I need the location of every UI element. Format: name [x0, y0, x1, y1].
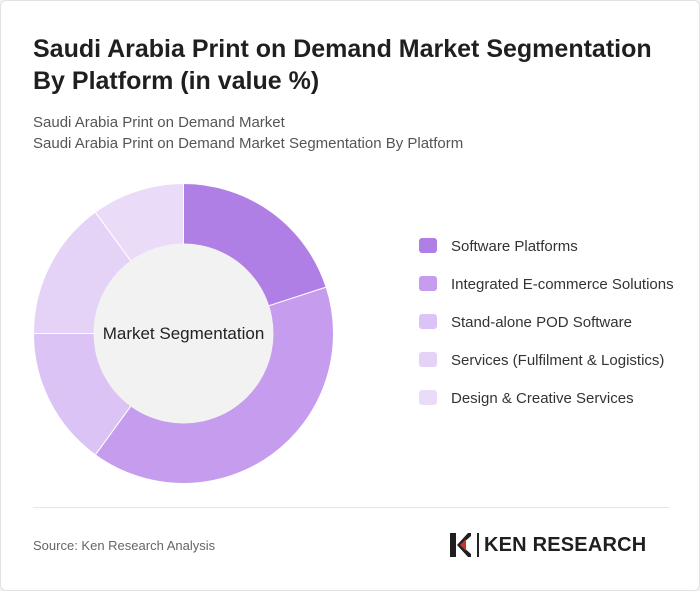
logo-separator: [477, 533, 479, 557]
ken-research-logo-icon: [450, 533, 471, 557]
source-note: Source: Ken Research Analysis: [33, 538, 216, 553]
logo-wordmark: KEN RESEARCH: [484, 533, 647, 556]
chart-title: Saudi Arabia Print on Demand Market Segm…: [33, 35, 652, 95]
legend-swatch: [419, 276, 437, 291]
legend-label: Integrated E-commerce Solutions: [451, 276, 674, 293]
legend-label: Services (Fulfilment & Logistics): [451, 352, 665, 369]
legend-item: Software Platforms: [419, 235, 689, 258]
donut-chart: Market Segmentation: [32, 182, 334, 484]
donut-center-label: Market Segmentation: [103, 324, 265, 343]
legend-item: Design & Creative Services: [419, 387, 689, 410]
legend-item: Services (Fulfilment & Logistics): [419, 349, 689, 372]
legend-label: Software Platforms: [451, 238, 578, 255]
donut-center: [93, 243, 274, 424]
chart-legend: Software Platforms Integrated E-commerce …: [419, 235, 689, 425]
chart-subtitle-segmentation: Saudi Arabia Print on Demand Market Segm…: [33, 135, 464, 152]
legend-swatch: [419, 390, 437, 405]
ken-research-logo: KEN RESEARCH: [448, 530, 670, 560]
legend-label: Stand-alone POD Software: [451, 314, 632, 331]
chart-subtitle-market: Saudi Arabia Print on Demand Market: [33, 114, 285, 131]
legend-item: Stand-alone POD Software: [419, 311, 689, 334]
footer-divider: [33, 507, 669, 508]
legend-swatch: [419, 238, 437, 253]
legend-label: Design & Creative Services: [451, 390, 634, 407]
legend-item: Integrated E-commerce Solutions: [419, 273, 689, 296]
legend-swatch: [419, 352, 437, 367]
legend-swatch: [419, 314, 437, 329]
